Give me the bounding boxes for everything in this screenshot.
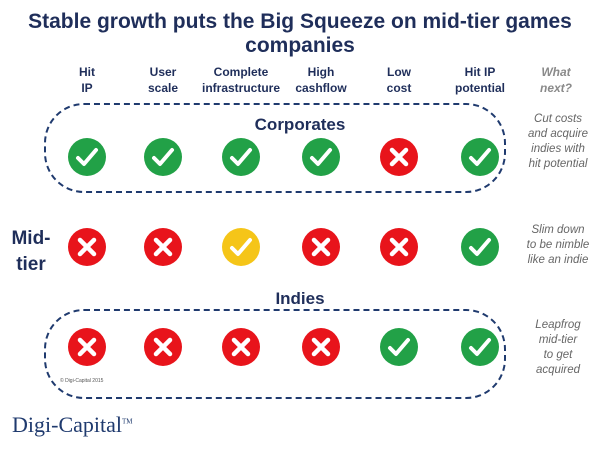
column-header-low-cost: Low cost: [386, 65, 412, 95]
indies-check-icon: [461, 328, 499, 366]
corporates-check-icon: [461, 138, 499, 176]
mid-tier-cross-icon: [144, 228, 182, 266]
indies-dashed-loop: [44, 309, 506, 399]
column-header-hit-ip-potential: Hit IP potential: [455, 65, 505, 95]
indies-cross-icon: [68, 328, 106, 366]
mid-tier-cross-icon: [68, 228, 106, 266]
column-header-high-cashflow: High cashflow: [295, 65, 347, 95]
row-label-mid-tier: Mid-tier: [11, 228, 51, 275]
indies-cross-icon: [144, 328, 182, 366]
indies-check-icon: [380, 328, 418, 366]
corporates-check-icon: [68, 138, 106, 176]
row-label-corporates: Corporates: [254, 115, 346, 134]
mid-tier-check-icon: [461, 228, 499, 266]
copyright-notice: © Digi-Capital 2015: [60, 378, 104, 384]
mid-tier-cross-icon: [302, 228, 340, 266]
row-label-indies: Indies: [275, 289, 325, 308]
mid-tier-cross-icon: [380, 228, 418, 266]
digi-capital-logo: Digi-CapitalTM: [12, 412, 132, 438]
column-header-complete-infrastructure: Complete infrastructure: [201, 65, 281, 95]
corporates-check-icon: [144, 138, 182, 176]
column-header-user-scale: User scale: [147, 65, 179, 95]
corporates-dashed-loop: [44, 103, 506, 193]
note-mid-tier: Slim down to be nimble like an indie: [526, 224, 590, 266]
chart-title: Stable growth puts the Big Squeeze on mi…: [28, 10, 572, 57]
mid-tier-partial-check-icon: [222, 228, 260, 266]
column-header-hit-ip: Hit IP: [79, 65, 95, 95]
corporates-check-icon: [222, 138, 260, 176]
note-corporates: Cut costs and acquire indies with hit poten…: [527, 113, 589, 170]
note-indies: Leapfrog mid-tier to get acquired: [535, 319, 581, 376]
corporates-cross-icon: [380, 138, 418, 176]
logo-trademark: TM: [121, 417, 133, 426]
logo-text: Digi-Capital: [12, 412, 122, 437]
indies-cross-icon: [302, 328, 340, 366]
corporates-check-icon: [302, 138, 340, 176]
column-header-what-next: What next?: [539, 65, 572, 95]
indies-cross-icon: [222, 328, 260, 366]
